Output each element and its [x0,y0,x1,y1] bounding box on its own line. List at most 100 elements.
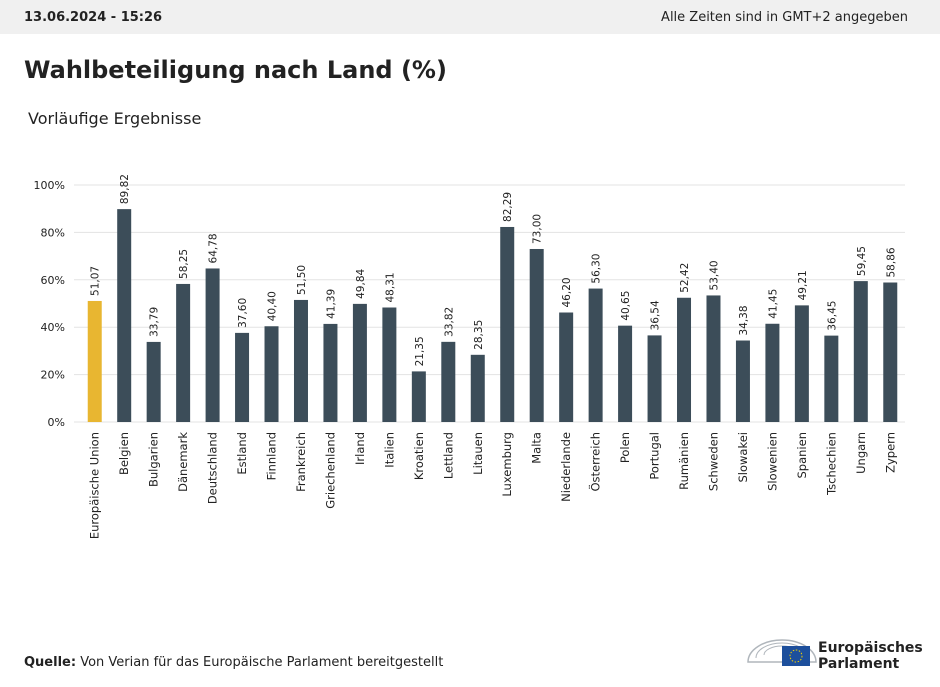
x-tick-label: Griechenland [323,432,337,509]
value-label: 40,65 [620,291,632,321]
value-label: 34,38 [738,305,750,335]
x-tick-label: Slowakei [736,432,750,483]
bar [235,332,250,422]
value-label: 53,40 [708,260,720,290]
timestamp: 13.06.2024 - 15:26 [24,10,162,25]
x-tick-label: Malta [530,432,544,464]
source: Quelle: Von Verian für das Europäische P… [24,655,443,670]
bar [735,340,750,422]
y-tick-label: 60% [41,274,65,287]
source-text: Von Verian für das Europäische Parlament… [80,655,443,670]
x-tick-label: Polen [618,432,632,463]
x-tick-label: Tschechien [824,432,838,496]
x-tick-label: Europäische Union [88,432,102,539]
bar [382,307,397,422]
x-tick-label: Frankreich [294,432,308,492]
x-tick-label: Österreich [587,432,603,492]
bar [883,282,898,422]
source-label: Quelle: [24,655,76,670]
bar [441,341,456,422]
value-label: 89,82 [119,174,131,204]
x-tick-label: Litauen [471,432,485,475]
value-label: 59,45 [856,246,868,276]
bar [117,209,132,422]
x-tick-label: Rumänien [677,432,691,490]
bar [677,297,692,422]
value-label: 28,35 [473,320,485,350]
x-tick-label: Luxemburg [500,432,514,497]
x-tick-label: Deutschland [206,432,220,504]
logo-text: Parlament [818,656,900,672]
logo: Europäisches Parlament [747,639,923,672]
value-label: 51,07 [90,266,102,296]
y-tick-label: 0% [48,416,65,429]
x-tick-label: Ungarn [854,432,868,474]
bar [765,323,780,422]
y-tick-label: 100% [34,179,65,192]
value-label: 40,40 [267,291,279,321]
x-tick-label: Lettland [441,432,455,479]
value-label: 41,45 [767,289,779,319]
x-tick-label: Zypern [883,432,897,473]
x-tick-label: Schweden [706,432,720,491]
value-label: 49,84 [355,269,367,299]
value-label: 64,78 [208,233,220,263]
bar [618,325,633,422]
value-label: 36,54 [650,300,662,330]
value-label: 33,79 [149,307,161,337]
x-tick-label: Irland [353,432,367,465]
chart-subtitle: Vorläufige Ergebnisse [28,109,201,128]
value-label: 46,20 [561,277,573,307]
x-tick-label: Portugal [648,432,662,480]
bar [559,312,574,422]
value-label: 37,60 [237,298,249,328]
bar [146,341,161,422]
x-tick-label: Slowenien [765,432,779,491]
y-tick-label: 20% [41,369,65,382]
y-tick-label: 80% [41,226,65,239]
header-bar [0,0,940,34]
x-tick-label: Finnland [265,432,279,480]
bar [323,323,338,422]
bar [176,283,191,422]
bar [264,326,279,422]
x-tick-label: Estland [235,432,249,475]
value-label: 73,00 [532,214,544,244]
bar [293,299,308,422]
logo-text: Europäisches [818,640,923,656]
bar [352,303,367,422]
y-tick-label: 40% [41,321,65,334]
x-tick-label: Spanien [795,432,809,479]
value-label: 51,50 [296,265,308,295]
value-label: 52,42 [679,263,691,293]
bar [647,335,662,422]
value-label: 56,30 [591,254,603,284]
x-tick-label: Niederlande [559,432,573,502]
timezone-note: Alle Zeiten sind in GMT+2 angegeben [661,10,908,25]
bar [706,295,721,422]
bar [794,305,809,422]
bar [87,300,102,422]
value-label: 33,82 [443,307,455,337]
bar [824,335,839,422]
x-tick-label: Bulgarien [147,432,161,487]
value-label: 36,45 [826,301,838,331]
bar [529,248,544,422]
bar [853,281,868,422]
value-label: 48,31 [384,272,396,302]
x-tick-label: Belgien [117,432,131,475]
value-label: 58,86 [885,247,897,277]
value-label: 41,39 [325,289,337,319]
chart-title: Wahlbeteiligung nach Land (%) [24,56,447,84]
bar [411,371,426,422]
bar [588,288,603,422]
x-tick-label: Italien [382,432,396,468]
bar [500,226,515,422]
value-label: 82,29 [502,192,514,222]
x-tick-label: Dänemark [176,432,190,492]
bar [205,268,220,422]
value-label: 49,21 [797,270,809,300]
value-label: 21,35 [414,336,426,366]
bar [470,354,485,422]
